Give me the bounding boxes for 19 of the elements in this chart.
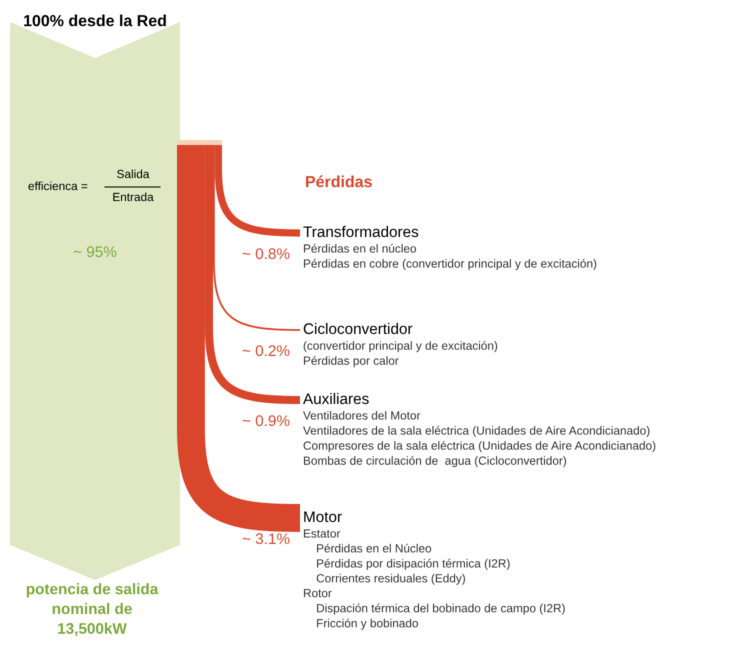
data-label: ~ 0.8% xyxy=(242,248,290,260)
text: Pérdidas xyxy=(306,175,372,188)
text: (convertidor principal y de excitación) Pérdidas por calor xyxy=(304,341,498,368)
data-label: ~ 0.2% xyxy=(242,345,290,356)
data-label: ~ 3.1% xyxy=(242,533,290,544)
text: potencia de salida nominal de 13,500kW xyxy=(26,583,158,636)
text: Entrada xyxy=(113,192,154,202)
category-label: Motor xyxy=(304,511,342,522)
text: Pérdidas en el núcleo Pérdidas en cobre (convertidor principal y de excitación) xyxy=(304,244,596,270)
category-label: Transformadores xyxy=(303,226,418,238)
category-label: Auxiliares xyxy=(303,392,369,404)
category-label: Cicloconvertidor xyxy=(304,322,412,334)
text: 100% desde la Red xyxy=(24,14,166,26)
data-label: ~ 0.9% xyxy=(242,415,290,426)
text: Salida xyxy=(117,169,150,178)
text: efficienca = xyxy=(28,181,88,190)
text: ~ 95% xyxy=(74,246,116,258)
text: Ventiladores del Motor Ventiladores de la sala eléctrica (Unidades de Aire Acondicianado) Compresores de la sala eléctrica (Unidades de Aire Acondicianado) Bombas de circulación de agua (Cicloconvertidor) xyxy=(303,411,656,468)
text: Estator Pérdidas en el Núcleo Pérdidas por disipación térmica (I2R) Corrientes residuales (Eddy) Rotor Dispación térmica del bobinado de campo (I2R) Fricción y bobinado xyxy=(304,529,565,630)
